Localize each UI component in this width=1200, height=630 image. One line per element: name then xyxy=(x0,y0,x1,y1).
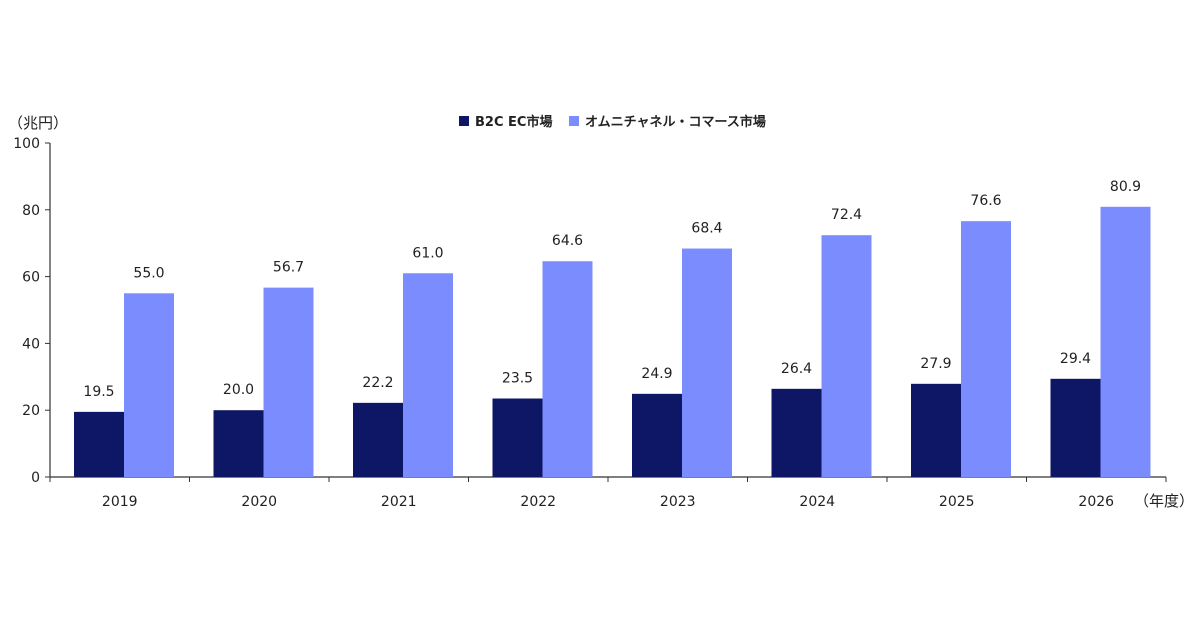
bar-b2c xyxy=(213,410,264,477)
data-label-omni: 64.6 xyxy=(552,233,583,249)
legend-label-b2c: B2C EC市場 xyxy=(475,114,552,130)
bar-b2c xyxy=(492,398,543,477)
bar-omni xyxy=(821,235,872,477)
data-label-omni: 72.4 xyxy=(831,207,862,223)
data-label-b2c: 27.9 xyxy=(920,356,951,372)
x-tick-label: 2021 xyxy=(381,494,417,510)
bar-b2c xyxy=(911,383,961,477)
bar-omni xyxy=(403,273,453,477)
bar-omni xyxy=(263,287,314,477)
data-label-omni: 80.9 xyxy=(1110,179,1141,195)
y-tick-label: 40 xyxy=(22,336,40,352)
y-tick-label: 80 xyxy=(22,203,40,219)
legend: B2C EC市場 オムニチャネル・コマース市場 xyxy=(459,114,766,130)
legend-swatch-omni xyxy=(569,116,579,126)
y-tick-label: 60 xyxy=(22,270,40,286)
y-tick-label: 20 xyxy=(22,403,40,419)
bar-omni xyxy=(124,293,174,477)
bar-b2c xyxy=(632,393,682,477)
data-label-b2c: 20.0 xyxy=(223,382,254,398)
x-tick-label: 2024 xyxy=(799,494,835,510)
y-tick-label: 0 xyxy=(31,470,40,486)
y-tick-label: 100 xyxy=(13,136,40,152)
bar-b2c xyxy=(1050,378,1101,477)
data-labels: 19.5 55.0 20.0 56.7 22.2 61.0 23.5 64.6 24.9 68.4… xyxy=(83,179,1141,400)
bar-b2c xyxy=(771,388,822,477)
x-tick-label: 2026 xyxy=(1078,494,1114,510)
legend-swatch-b2c xyxy=(459,116,469,126)
x-tick-label: 2025 xyxy=(939,494,975,510)
bars xyxy=(74,206,1151,477)
data-label-b2c: 22.2 xyxy=(362,375,393,391)
data-label-omni: 55.0 xyxy=(133,265,164,281)
axes: 0 20 40 60 80 100 2019 2020 2021 2022 2023 2024 2025… xyxy=(13,136,1167,510)
data-label-b2c: 23.5 xyxy=(502,371,533,387)
x-tick-label: 2020 xyxy=(241,494,277,510)
data-label-omni: 76.6 xyxy=(970,193,1001,209)
data-label-omni: 68.4 xyxy=(691,221,722,237)
data-label-b2c: 19.5 xyxy=(83,384,114,400)
legend-label-omni: オムニチャネル・コマース市場 xyxy=(585,114,766,130)
data-label-b2c: 29.4 xyxy=(1060,351,1091,367)
bar-omni xyxy=(542,261,593,477)
x-axis-unit-label: （年度） xyxy=(1134,492,1194,510)
data-label-b2c: 24.9 xyxy=(641,366,672,382)
data-label-omni: 56.7 xyxy=(273,260,304,276)
x-tick-label: 2019 xyxy=(102,494,138,510)
bar-omni xyxy=(961,221,1011,477)
y-axis-unit-label: （兆円） xyxy=(8,114,68,132)
data-label-omni: 61.0 xyxy=(412,245,443,261)
data-label-b2c: 26.4 xyxy=(781,361,812,377)
bar-omni xyxy=(1100,206,1151,477)
bar-b2c xyxy=(74,411,124,477)
x-tick-label: 2022 xyxy=(520,494,556,510)
x-tick-label: 2023 xyxy=(660,494,696,510)
bar-omni xyxy=(682,248,732,477)
bar-b2c xyxy=(353,402,403,477)
